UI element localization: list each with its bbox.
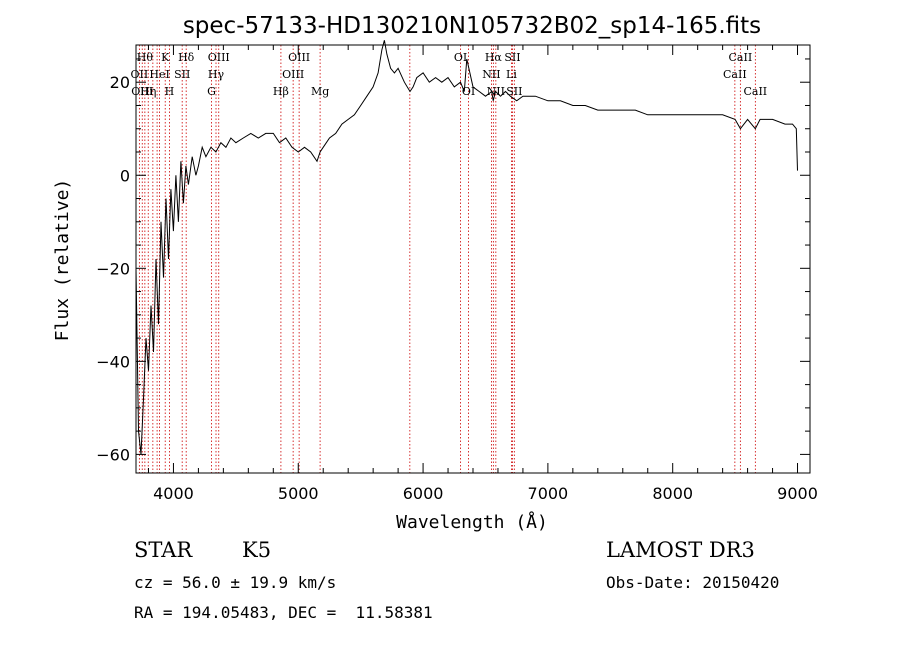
- x-axis-label: Wavelength (Å): [396, 511, 548, 533]
- line-label: K: [161, 51, 170, 64]
- redshift-velocity: cz = 56.0 ± 19.9 km/s: [134, 573, 337, 592]
- x-tick-label: 4000: [153, 484, 194, 503]
- axis-ticks: [136, 45, 810, 473]
- line-label: OI: [462, 85, 475, 98]
- x-tick-label: 8000: [652, 484, 693, 503]
- y-tick-label: −60: [96, 445, 130, 464]
- x-tick-label: 5000: [278, 484, 319, 503]
- line-label: SII: [174, 68, 190, 81]
- line-label: OIII: [131, 85, 153, 98]
- line-label: Li: [506, 68, 517, 81]
- line-label: SII: [504, 51, 520, 64]
- line-label: Mg: [311, 85, 329, 98]
- emission-line-labels: OII OIII Hθ Hη HeI K H SII Hδ G Hγ OIII Hβ OIII OIII Mg…: [131, 51, 768, 98]
- line-label: OIII: [282, 68, 304, 81]
- line-label: OI: [454, 51, 467, 64]
- observation-date: Obs-Date: 20150420: [606, 573, 780, 592]
- x-tick-label: 7000: [528, 484, 569, 503]
- coordinates: RA = 194.05483, DEC = 11.58381: [134, 603, 433, 622]
- line-label: OII: [131, 68, 149, 81]
- line-label: G: [207, 85, 216, 98]
- line-label: OIII: [208, 51, 230, 64]
- line-label: CaII: [729, 51, 753, 64]
- spectrum-line: [135, 40, 798, 455]
- x-tick-label: 9000: [777, 484, 818, 503]
- line-label: H: [165, 85, 175, 98]
- y-tick-label: −20: [96, 259, 130, 278]
- y-tick-label: 0: [120, 166, 130, 185]
- emission-line-markers: [138, 45, 756, 473]
- y-axis-label: Flux (relative): [52, 179, 73, 342]
- line-label: Hδ: [178, 51, 195, 64]
- y-tick-label: −40: [96, 352, 130, 371]
- line-label: Hη: [140, 85, 156, 98]
- line-label: NII: [482, 68, 500, 81]
- x-tick-label: 6000: [403, 484, 444, 503]
- plot-frame: [135, 44, 811, 474]
- chart-title: spec-57133-HD130210N105732B02_sp14-165.f…: [183, 13, 761, 39]
- line-label: CaII: [723, 68, 747, 81]
- line-label: OIII: [288, 51, 310, 64]
- x-tick-labels: 4000 5000 6000 7000 8000 9000: [153, 484, 818, 503]
- line-label: Hθ: [137, 51, 154, 64]
- line-label: Hα: [485, 51, 503, 64]
- y-tick-label: 20: [110, 73, 130, 92]
- line-label: CaII: [743, 85, 767, 98]
- line-label: Hγ: [208, 68, 225, 81]
- line-label: HeI: [149, 68, 169, 81]
- line-label: SII: [506, 85, 522, 98]
- object-subclass: K5: [242, 538, 272, 562]
- survey-name: LAMOST DR3: [606, 538, 755, 562]
- line-label: Hβ: [273, 85, 289, 98]
- object-class: STAR: [134, 538, 193, 562]
- y-tick-labels: −60 −40 −20 0 20: [96, 73, 130, 464]
